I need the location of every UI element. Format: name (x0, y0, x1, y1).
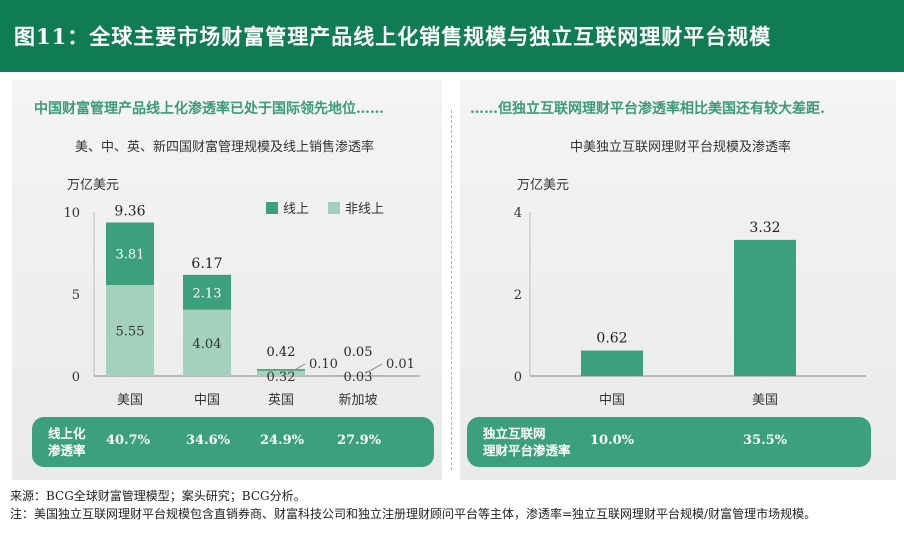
penetration-value-sg: 27.9% (336, 433, 382, 448)
bar-online-0 (106, 222, 154, 285)
left-y-unit: 万亿美元 (67, 178, 120, 193)
right-y-tick-label: 0 (514, 370, 522, 385)
left-x-tick-label: 中国 (194, 393, 220, 408)
bar-online-label: 0.01 (386, 357, 415, 372)
bar-offline-label: 5.55 (116, 324, 145, 339)
legend-swatch-online (266, 202, 278, 214)
right-penetration-band: 独立互联网 理财平台渗透率 10.0% 35.5% (467, 417, 871, 467)
figure-title: 图11：全球主要市场财富管理产品线上化销售规模与独立互联网理财平台规模 (0, 0, 904, 72)
penetration-value-uk: 24.9% (259, 433, 305, 448)
platform-penetration-us: 35.5% (742, 433, 788, 448)
left-x-tick-label: 美国 (117, 393, 143, 408)
bar-offline-label: 0.32 (267, 370, 296, 385)
legend-label-online: 线上 (283, 202, 309, 217)
left-x-tick-label: 英国 (268, 393, 294, 408)
bar-offline-2 (257, 370, 305, 376)
right-y-tick-label: 2 (514, 288, 522, 303)
bar-offline-1 (183, 309, 231, 376)
legend-label-offline: 非线上 (345, 202, 384, 217)
platform-bar-0 (581, 350, 643, 376)
bar-total-label: 0.42 (267, 345, 296, 360)
penetration-value-cn: 34.6% (185, 433, 231, 448)
left-y-tick-label: 10 (63, 206, 80, 221)
bar-offline-label: 4.04 (193, 337, 222, 352)
callout-line (367, 363, 383, 373)
penetration-value-us: 40.7% (105, 433, 151, 448)
right-chart-title: 中美独立互联网理财平台规模及渗透率 (570, 140, 792, 155)
bar-online-label: 3.81 (116, 248, 145, 263)
platform-bar-value-label: 3.32 (749, 220, 780, 236)
bar-online-3 (334, 375, 382, 376)
right-y-tick-label: 4 (514, 206, 522, 221)
left-penetration-label: 线上化 渗透率 (48, 426, 86, 458)
bar-total-label: 6.17 (191, 256, 222, 272)
platform-bar-1 (734, 239, 796, 376)
right-panel (460, 80, 896, 480)
platform-bar-value-label: 0.62 (596, 331, 627, 347)
right-y-unit: 万亿美元 (517, 178, 570, 193)
right-x-tick-label: 中国 (599, 393, 625, 408)
footer-source: 来源：BCG全球财富管理模型；案头研究；BCG分析。 (10, 489, 306, 503)
bar-online-label: 0.10 (309, 357, 338, 372)
bar-online-label: 2.13 (193, 286, 222, 301)
callout-line (290, 363, 306, 373)
bar-total-label: 0.05 (344, 345, 373, 360)
left-x-tick-label: 新加坡 (338, 392, 377, 408)
footer-notes: 来源：BCG全球财富管理模型；案头研究；BCG分析。 注：美国独立互联网理财平台… (10, 487, 894, 523)
right-subhead: ……但独立互联网理财平台渗透率相比美国还有较大差距. (470, 101, 825, 117)
bar-offline-0 (106, 284, 154, 376)
left-penetration-band: 线上化 渗透率 40.7% 34.6% 24.9% 27.9% (32, 417, 434, 467)
left-subhead: 中国财富管理产品线上化渗透率已处于国际领先地位…… (34, 101, 384, 117)
left-y-tick-label: 0 (72, 370, 80, 385)
bar-online-2 (257, 369, 305, 371)
platform-penetration-cn: 10.0% (589, 433, 635, 448)
right-x-tick-label: 美国 (752, 393, 778, 408)
left-y-tick-label: 5 (72, 288, 80, 303)
left-chart-title: 美、中、英、新四国财富管理规模及线上销售渗透率 (75, 140, 375, 155)
bar-offline-label: 0.03 (344, 370, 373, 385)
right-penetration-label: 独立互联网 理财平台渗透率 (483, 426, 571, 458)
panel-divider (451, 110, 452, 470)
bar-online-1 (183, 274, 231, 310)
legend-swatch-offline (328, 202, 340, 214)
bar-total-label: 9.36 (114, 203, 145, 219)
footer-note: 注：美国独立互联网理财平台规模包含直销券商、财富科技公司和独立注册理财顾问平台等… (10, 507, 817, 521)
